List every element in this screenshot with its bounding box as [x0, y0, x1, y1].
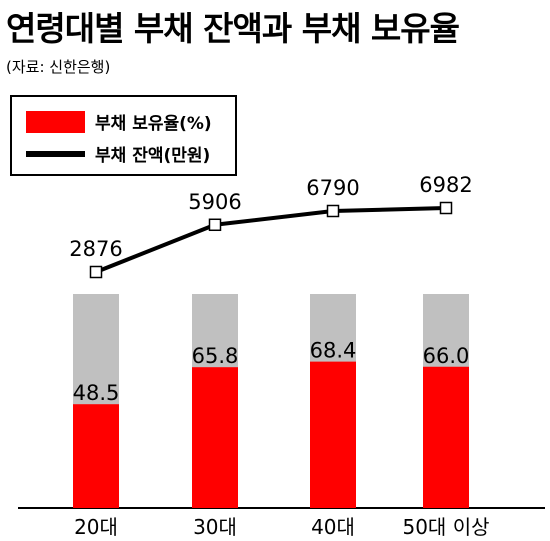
bar-value-label-1: 65.8 — [192, 344, 239, 368]
legend-label-bar: 부채 보유율(%) — [95, 114, 212, 134]
line-point-1 — [208, 218, 222, 232]
line-value-label-1: 5906 — [188, 190, 241, 214]
line-point-3 — [439, 201, 453, 215]
legend-item-bar: 부채 보유율(%) — [26, 109, 212, 134]
bar-value-label-2: 68.4 — [310, 339, 357, 363]
category-label-1: 30대 — [193, 515, 237, 539]
line-point-2 — [326, 204, 340, 218]
bar-3 — [423, 366, 469, 508]
bar-0 — [73, 404, 119, 508]
chart-source: (자료: 신한은행) — [6, 58, 111, 76]
line-value-label-0: 2876 — [69, 237, 122, 261]
legend-swatch-bar — [26, 110, 85, 133]
category-label-3: 50대 이상 — [402, 515, 489, 539]
legend-swatch-line — [26, 150, 85, 157]
line-series — [95, 206, 447, 274]
legend: 부채 보유율(%) 부채 잔액(만원) — [10, 95, 237, 176]
chart-title: 연령대별 부채 잔액과 부채 보유율 — [6, 9, 460, 48]
bar-2 — [310, 361, 356, 508]
line-point-0 — [89, 265, 103, 279]
line-value-label-3: 6982 — [419, 173, 472, 197]
bar-value-label-3: 66.0 — [423, 344, 470, 368]
category-label-2: 40대 — [311, 515, 355, 539]
line-value-label-2: 6790 — [306, 176, 359, 200]
category-label-0: 20대 — [74, 515, 118, 539]
legend-item-line: 부채 잔액(만원) — [26, 141, 210, 166]
legend-label-line: 부채 잔액(만원) — [95, 146, 211, 166]
bar-value-label-0: 48.5 — [73, 381, 120, 405]
bar-1 — [192, 367, 238, 508]
